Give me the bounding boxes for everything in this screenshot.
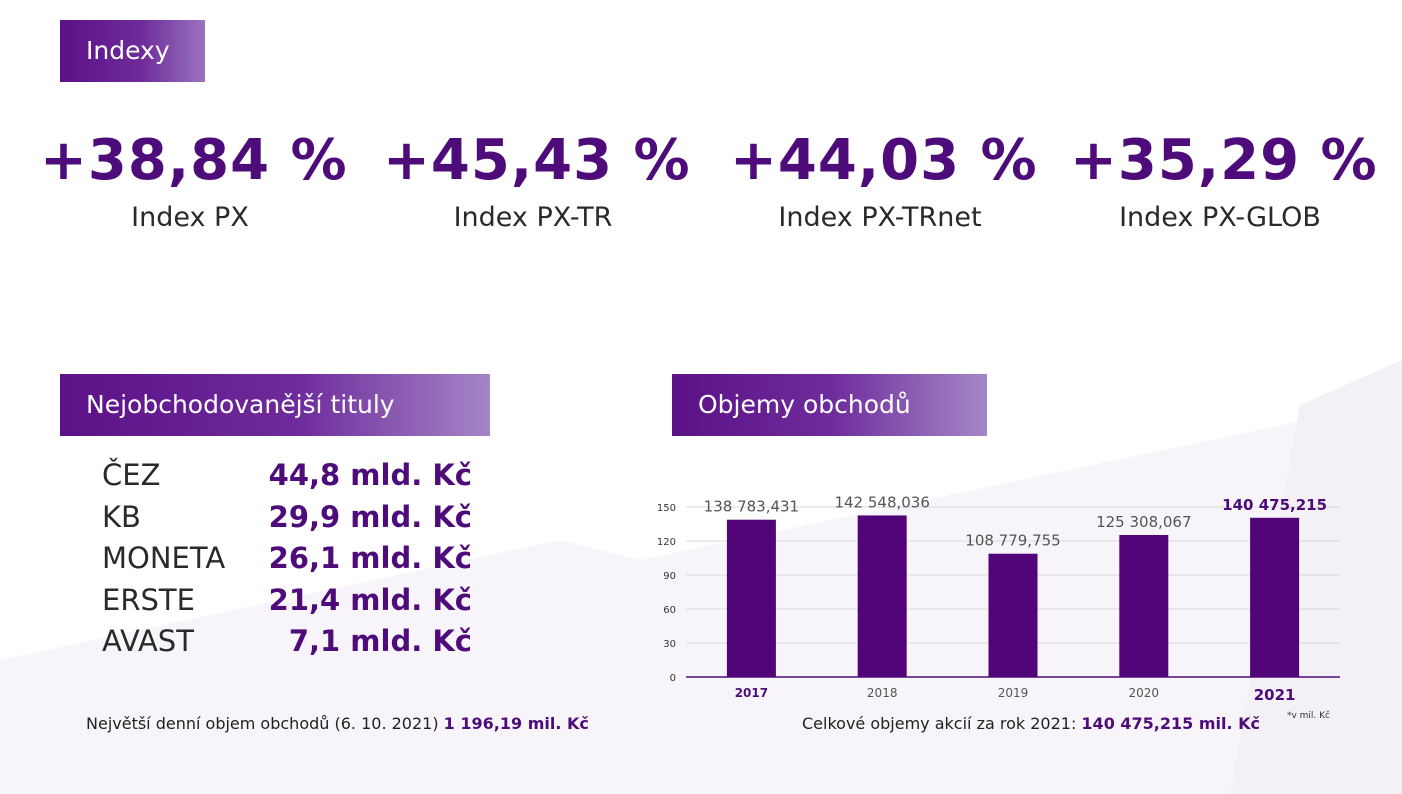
index-px-tr-value: +45,43 % — [383, 128, 691, 193]
index-px-glob-value: +35,29 % — [1070, 128, 1378, 193]
y-tick-label: 0 — [670, 673, 676, 684]
title-name: MONETA — [102, 541, 226, 575]
title-name: KB — [102, 499, 141, 534]
index-px-glob-label: Index PX-GLOB — [1119, 202, 1321, 233]
title-name: ČEZ — [102, 458, 161, 492]
index-px-tr-label: Index PX-TR — [453, 202, 613, 233]
title-value: 21,4 mld. Kč — [268, 582, 472, 617]
largest-daily-volume-note: Největší denní objem obchodů (6. 10. 202… — [86, 714, 589, 733]
data-label-2018: 142 548,036 — [834, 493, 929, 511]
y-tick-label: 120 — [657, 537, 676, 548]
total-volume-value: 140 475,215 mil. Kč — [1081, 714, 1261, 733]
x-tick-label-2020: 2020 — [1129, 686, 1160, 700]
volumes-section-header: Objemy obchodů — [672, 374, 987, 436]
largest-daily-volume-label: Největší denní objem obchodů (6. 10. 202… — [86, 714, 439, 733]
title-value: 26,1 mld. Kč — [268, 541, 472, 575]
title-row-kb: KB 29,9 mld. Kč — [102, 497, 472, 539]
top-titles-section-header: Nejobchodovanější tituly — [60, 374, 490, 436]
index-px-glob-kpi: +35,29 % Index PX-GLOB — [1070, 128, 1378, 233]
x-tick-label-2017: 2017 — [735, 686, 768, 700]
largest-daily-volume-value: 1 196,19 mil. Kč — [443, 714, 589, 733]
title-value: 29,9 mld. Kč — [268, 499, 472, 534]
index-px-trnet-value: +44,03 % — [730, 128, 1038, 193]
title-value: 44,8 mld. Kč — [268, 458, 472, 492]
y-tick-label: 90 — [663, 571, 676, 582]
x-tick-label-2019: 2019 — [998, 686, 1029, 700]
y-tick-label: 30 — [663, 639, 676, 650]
title-row-moneta: MONETA 26,1 mld. Kč — [102, 538, 472, 580]
data-label-2020: 125 308,067 — [1096, 513, 1191, 531]
index-px-label: Index PX — [131, 202, 249, 233]
bar-2021 — [1250, 517, 1300, 677]
title-name: AVAST — [102, 624, 194, 658]
title-name: ERSTE — [102, 582, 195, 617]
index-px-trnet-label: Index PX-TRnet — [778, 202, 982, 233]
title-row-cez: ČEZ 44,8 mld. Kč — [102, 455, 472, 497]
top-titles-list: ČEZ 44,8 mld. Kč KB 29,9 mld. Kč MONETA … — [102, 455, 472, 663]
bar-2019 — [988, 553, 1038, 677]
y-tick-label: 150 — [657, 503, 676, 514]
data-label-2019: 108 779,755 — [965, 532, 1060, 550]
data-label-2021: 140 475,215 — [1222, 496, 1327, 514]
bar-2018 — [857, 515, 907, 677]
title-row-erste: ERSTE 21,4 mld. Kč — [102, 580, 472, 622]
y-tick-label: 60 — [663, 605, 676, 616]
total-volume-label: Celkové objemy akcií za rok 2021: — [802, 714, 1077, 733]
bar-2020 — [1119, 534, 1169, 677]
index-px-kpi: +38,84 % Index PX — [40, 128, 348, 233]
unit-note: *v mil. Kč — [1287, 710, 1330, 721]
title-value: 7,1 mld. Kč — [288, 624, 472, 658]
bar-2017 — [726, 519, 776, 677]
indexes-section-header: Indexy — [60, 20, 205, 82]
x-tick-label-2018: 2018 — [867, 686, 898, 700]
x-tick-label-2021: 2021 — [1254, 686, 1296, 704]
title-row-avast: AVAST 7,1 mld. Kč — [102, 621, 472, 663]
total-volume-note: Celkové objemy akcií za rok 2021: 140 47… — [802, 714, 1260, 733]
index-px-tr-kpi: +45,43 % Index PX-TR — [383, 128, 691, 233]
index-px-trnet-kpi: +44,03 % Index PX-TRnet — [730, 128, 1038, 233]
index-px-value: +38,84 % — [40, 128, 348, 193]
data-label-2017: 138 783,431 — [704, 498, 799, 516]
